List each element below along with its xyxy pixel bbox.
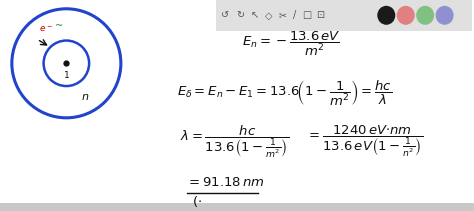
- Text: ⊡: ⊡: [316, 10, 324, 20]
- Text: ↻: ↻: [237, 10, 245, 20]
- Text: $e^-$: $e^-$: [39, 24, 53, 34]
- Text: ~: ~: [55, 21, 63, 31]
- Text: $E_\delta = E_n - E_1 = 13.6\!\left(1-\dfrac{1}{m^2}\right) = \dfrac{hc}{\lambda: $E_\delta = E_n - E_1 = 13.6\!\left(1-\d…: [177, 78, 392, 107]
- Text: ✂: ✂: [279, 10, 287, 20]
- Text: ↖: ↖: [251, 10, 259, 20]
- Ellipse shape: [377, 6, 395, 25]
- Text: $= \dfrac{1240\,eV{\cdot}nm}{13.6\,eV\left(1-\frac{1}{n^2}\right)}$: $= \dfrac{1240\,eV{\cdot}nm}{13.6\,eV\le…: [306, 124, 424, 159]
- Ellipse shape: [397, 6, 415, 25]
- Text: 1: 1: [64, 71, 69, 80]
- Text: $= 91.18\,nm$: $= 91.18\,nm$: [186, 176, 264, 189]
- Text: ↺: ↺: [221, 10, 229, 20]
- Bar: [216, 0, 472, 31]
- Text: $E_n= -\dfrac{13.6\,eV}{m^2}$: $E_n= -\dfrac{13.6\,eV}{m^2}$: [242, 30, 341, 58]
- Bar: [0, 203, 474, 211]
- Ellipse shape: [416, 6, 434, 25]
- Text: $\lambda = \dfrac{hc}{13.6\left(1-\frac{1}{m^2}\right)}$: $\lambda = \dfrac{hc}{13.6\left(1-\frac{…: [180, 123, 290, 160]
- Text: $n$: $n$: [81, 92, 90, 102]
- Text: $(\cdot$: $(\cdot$: [192, 194, 201, 209]
- Ellipse shape: [436, 6, 454, 25]
- Text: ◇: ◇: [265, 10, 273, 20]
- Text: /: /: [293, 10, 296, 20]
- Text: □: □: [302, 10, 312, 20]
